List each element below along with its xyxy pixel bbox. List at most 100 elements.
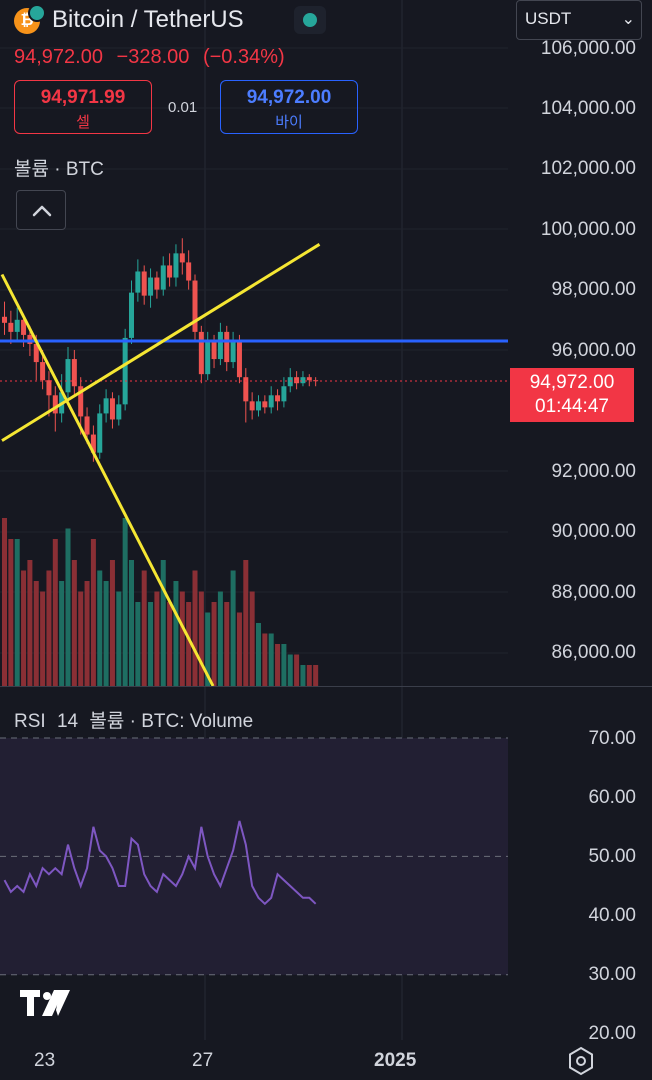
candle-body [275,395,281,402]
volume-bar [97,570,103,686]
symbol-title[interactable]: Bitcoin / TetherUS [52,6,244,33]
volume-bar [109,560,115,686]
volume-bar [135,602,141,686]
candle-body [78,386,84,417]
rsi-axis-label: 50.00 [588,846,636,867]
buy-button[interactable]: 94,972.00 바이 [220,80,358,134]
chevron-up-icon [32,205,52,217]
candle-body [281,386,287,402]
candle-body [294,377,300,384]
candle-body [65,359,71,393]
price-axis-label: 102,000.00 [540,158,636,179]
rsi-source: 볼륨 · BTC: Volume [89,711,254,732]
sell-price: 94,971.99 [40,87,126,108]
volume-bar [27,560,33,686]
volume-bar [173,581,179,686]
trend-line [1,243,321,442]
price-axis-label: 88,000.00 [551,582,636,603]
candle-body [129,292,134,338]
price-axis-label: 96,000.00 [551,340,636,361]
price-axis-label: 92,000.00 [551,461,636,482]
candle-body [135,271,141,293]
candle-body [21,319,27,335]
candle-body [256,401,261,411]
volume-bar [14,539,20,686]
current-price-tag-price: 94,972.00 [529,372,615,393]
chart-settings-icon[interactable] [566,1046,596,1076]
volume-bar [21,570,27,686]
price-change: −328.00 [116,46,190,68]
candle-body [97,413,103,453]
candle-body [8,322,14,332]
candle-body [186,262,192,281]
candle-body [27,334,33,344]
volume-bar [179,591,185,686]
volume-bar [287,654,293,686]
volume-bar [160,560,166,686]
candle-body [160,265,166,290]
time-axis-label: 2025 [374,1050,417,1071]
volume-bar [236,612,242,686]
buy-price: 94,972.00 [246,87,332,108]
volume-bar [256,623,261,686]
volume-bar [40,591,46,686]
rsi-name: RSI [14,711,46,732]
tether-coin-icon [28,4,46,22]
volume-bar [33,581,39,686]
price-axis-label: 106,000.00 [540,38,636,59]
candle-body [154,277,160,290]
candle-body [217,331,223,360]
sell-label: 셀 [76,114,90,131]
candle-body [300,377,306,384]
currency-select[interactable]: USDT ⌄ [516,0,642,40]
candle-body [103,398,109,414]
candle-body [84,416,90,435]
candle-body [46,380,52,396]
rsi-axis-label: 20.00 [588,1023,636,1044]
candle-body [236,340,242,378]
collapse-legend-button[interactable] [16,190,66,230]
volume-bar [217,591,223,686]
trend-line [0,273,215,687]
price-axis-label: 98,000.00 [551,279,636,300]
candle-body [40,362,46,381]
volume-bar [78,591,84,686]
time-axis-label: 23 [34,1050,56,1071]
volume-bar [129,560,134,686]
rsi-line [3,820,317,906]
rsi-axis-label: 40.00 [588,905,636,926]
last-price: 94,972.00 [14,46,103,68]
volume-bar [300,665,306,686]
time-axis-label: 27 [192,1050,214,1071]
rsi-legend[interactable]: RSI 14 볼륨 · BTC: Volume [14,706,259,733]
tradingview-logo-icon[interactable] [20,990,72,1018]
candle-body [141,271,147,296]
volume-bar [84,581,90,686]
sell-button[interactable]: 94,971.99 셀 [14,80,152,134]
rsi-axis-label: 30.00 [588,964,636,985]
market-status-indicator[interactable] [294,6,326,34]
volume-bar [281,644,287,686]
candle-body [109,398,115,420]
volume-bar [186,602,192,686]
candle-countdown: 01:44:47 [535,396,609,417]
price-change-percent: (−0.34%) [202,46,285,68]
candle-body [116,404,122,420]
volume-bar [268,633,274,686]
pane-divider[interactable] [0,686,652,687]
volume-indicator-label[interactable]: 볼륨 · BTC [14,159,104,180]
volume-bar [243,560,249,686]
candle-body [224,331,230,363]
volume-bar [103,581,109,686]
volume-bar [262,633,268,686]
currency-select-value: USDT [525,9,572,28]
candle-body [122,337,128,405]
market-open-dot-icon [303,13,317,27]
volume-bar [122,518,128,686]
candle-body [306,377,312,381]
current-price-tag: 94,972.00 01:44:47 [510,368,634,422]
candle-body [71,359,77,387]
volume-bar [59,581,65,686]
buy-label: 바이 [275,114,303,131]
